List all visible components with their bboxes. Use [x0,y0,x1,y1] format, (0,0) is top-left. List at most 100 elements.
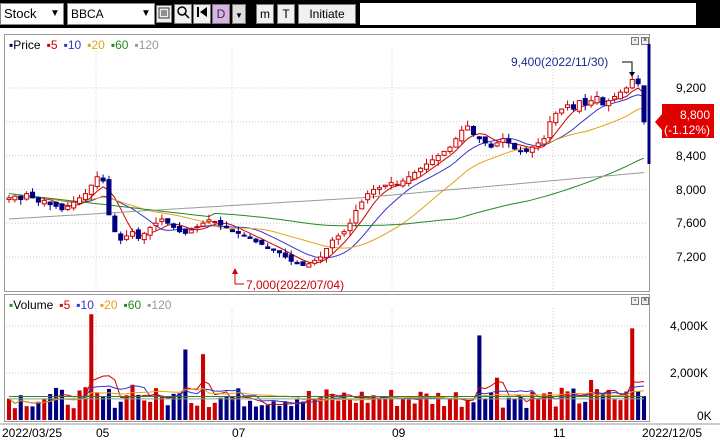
volume-bar [224,396,229,420]
volume-bar [506,397,511,420]
panel-close-icon[interactable]: × [641,297,649,305]
legend-item[interactable]: ▪Price [9,38,43,52]
chevron-down-icon[interactable]: ▼ [141,8,151,19]
legend-item[interactable]: ▪60 [124,298,144,312]
low-annotation-line [234,272,244,285]
symbol-input-value: BBCA [71,7,104,21]
legend-item[interactable]: ▪120 [134,38,160,52]
list-icon-svg [158,7,170,19]
panel-minimize-icon[interactable]: ▫ [631,37,639,45]
volume-bar [442,406,447,420]
legend-item[interactable]: ▪120 [147,298,173,312]
legend-label: 60 [127,298,142,312]
candle-body [118,233,124,241]
legend-swatch-icon: ▪ [87,38,92,52]
candle-body [341,231,347,235]
legend-label: Volume [13,298,54,312]
candle-body [229,229,235,233]
candle-body [482,136,488,144]
first-bar-icon[interactable] [193,4,211,24]
chevron-down-icon[interactable]: ▼ [50,8,60,19]
candlesticks [6,44,651,268]
current-price-arrow-icon [655,114,662,130]
volume-bar [24,406,29,420]
candle-body [271,248,277,251]
volume-bar [330,394,335,420]
candle-body [288,254,294,262]
volume-bar [553,406,558,420]
candle-body [253,238,259,243]
minute-button[interactable]: m [256,4,274,24]
tick-button[interactable]: T [277,4,295,24]
legend-item[interactable]: ▪60 [111,38,131,52]
panel-close-icon[interactable]: × [641,37,649,45]
volume-bar [359,391,364,420]
volume-legend: ▪Volume ▪5 ▪10 ▪20 ▪60 ▪120 [9,298,177,312]
candle-body [523,148,529,152]
candle-body [429,159,435,166]
x-tick-label: 11 [553,426,566,440]
candle-body [476,136,482,140]
period-chevron-icon[interactable]: ▼ [232,4,246,24]
candle-body [547,121,553,139]
legend-item[interactable]: ▪10 [76,298,96,312]
market-select[interactable]: Stock ▼ [0,3,64,25]
candle-body [241,234,247,237]
legend-item[interactable]: ▪10 [64,38,84,52]
legend-item[interactable]: ▪5 [59,298,72,312]
candle-body [124,235,130,240]
legend-item[interactable]: ▪5 [47,38,60,52]
candle-body [77,197,83,204]
volume-bar [471,402,476,420]
candle-body [276,250,283,254]
legend-swatch-icon: ▪ [123,298,128,312]
candle-body [406,176,412,184]
volume-bar [130,384,135,420]
candle-body [323,248,330,258]
volume-bar [589,380,594,420]
candle-body [347,222,353,232]
volume-bar [618,400,623,420]
volume-bar [312,398,317,420]
legend-label: Price [13,38,41,52]
legend-item[interactable]: ▪20 [100,298,120,312]
legend-label: 20 [91,38,105,52]
volume-bar [477,335,482,420]
low-arrow-icon [232,268,238,274]
volume-bar [248,400,253,420]
initiate-button[interactable]: Initiate [298,4,356,24]
candle-body [394,183,400,186]
candle-body [235,230,241,234]
list-icon[interactable] [156,5,172,23]
candle-body [265,246,271,250]
volume-bar [406,399,411,420]
candle-body [565,104,571,108]
volume-bar [6,398,12,420]
candle-body [300,261,306,266]
panel-minimize-icon[interactable]: ▫ [631,297,639,305]
candle-body [382,184,388,188]
volume-bar [153,388,159,420]
candle-body [441,150,447,156]
candle-body [188,229,194,234]
legend-item[interactable]: ▪20 [87,38,107,52]
legend-label: 10 [80,298,94,312]
legend-swatch-icon: ▪ [134,38,139,52]
daily-button[interactable]: D [212,4,230,24]
candle-body [512,142,518,150]
search-icon[interactable] [174,4,192,24]
current-price-box [662,104,714,138]
candle-body [412,172,418,180]
candle-body [35,197,41,203]
volume-bar [377,399,382,420]
candle-body [194,226,200,229]
price-legend: ▪Price ▪5 ▪10 ▪20 ▪60 ▪120 [9,38,165,52]
price-y-axis: 9,200 8,400 8,000 7,600 7,200 [676,81,706,264]
legend-item[interactable]: ▪Volume [9,298,55,312]
volume-bar [242,406,247,420]
candle-body [553,112,559,124]
volume-bar [612,399,617,420]
symbol-input[interactable]: BBCA ▼ [67,3,155,25]
volume-bar [48,394,53,420]
